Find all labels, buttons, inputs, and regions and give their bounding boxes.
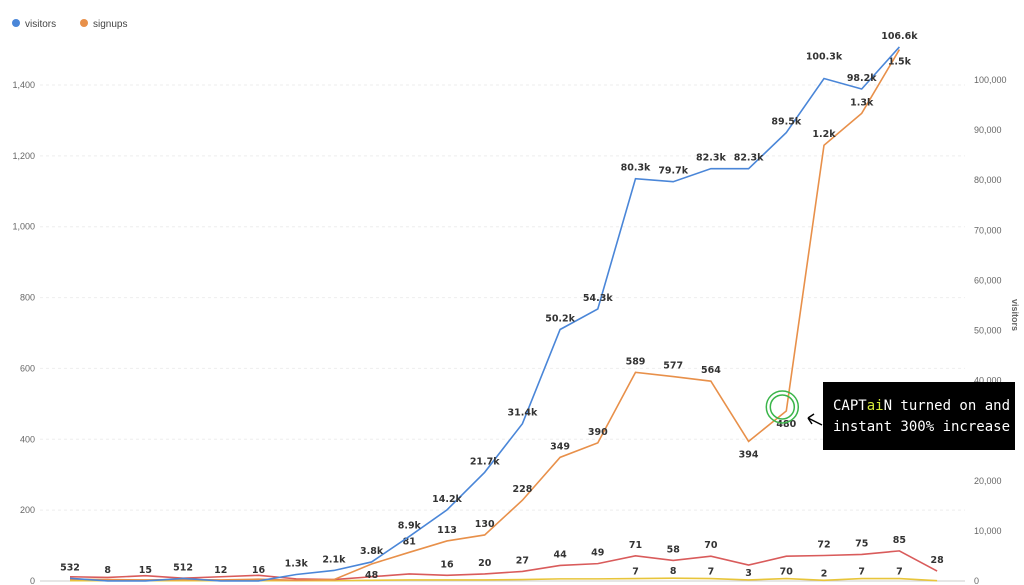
legend-label: visitors [25,19,56,30]
left-tick-label: 600 [20,363,35,373]
left-tick-label: 200 [20,505,35,515]
data-label: 14.2k [432,494,462,505]
data-label: 7 [896,567,903,578]
highlight-circle [765,390,800,424]
series-line [69,49,901,582]
annotation-highlight: ai [866,398,884,414]
left-tick-label: 1,000 [12,222,35,232]
annotation-text: N turned on and [883,398,1011,414]
data-label: 58 [667,544,681,555]
data-label: 12 [214,565,227,576]
data-label: 16 [440,559,454,570]
data-label: 512 [173,562,193,573]
left-tick-label: 1,400 [12,80,35,90]
data-label: 15 [139,565,152,576]
right-tick-label: 0 [974,576,979,585]
data-label: 480 [776,419,796,430]
data-label: 532 [60,562,80,573]
right-tick-label: 100,000 [974,75,1007,85]
data-label: 79.7k [658,166,688,177]
data-label: 85 [893,535,906,546]
series-line [69,550,938,581]
data-label: 89.5k [771,117,801,128]
data-label: 49 [591,548,604,559]
data-label: 1.2k [812,129,836,140]
data-label: 7 [632,567,639,578]
data-label: 21.7k [470,456,500,467]
right-axis-label: visitors [1010,299,1020,331]
data-label: 113 [437,525,457,536]
data-label: 1.5k [888,57,912,68]
right-tick-label: 40,000 [974,376,1002,386]
legend-label: signups [93,19,127,30]
right-tick-label: 20,000 [974,476,1002,486]
right-tick-label: 90,000 [974,125,1002,135]
data-label: 28 [930,555,944,566]
data-label: 130 [475,519,495,530]
left-tick-label: 0 [30,576,35,585]
arrow-icon [807,413,823,426]
data-label: 82.3k [734,153,764,164]
data-label: 75 [855,538,868,549]
data-label: 20 [478,558,492,569]
data-label: 72 [817,539,830,550]
data-label: 106.6k [881,31,918,42]
data-label: 50.2k [545,313,575,324]
data-label: 3 [745,568,752,579]
data-label: 2 [821,568,828,579]
left-tick-label: 1,200 [12,151,35,161]
data-label: 8 [104,565,111,576]
right-tick-label: 50,000 [974,326,1002,336]
highlight-circle [769,394,796,420]
right-tick-label: 70,000 [974,225,1002,235]
data-label: 8.9k [398,520,422,531]
data-label: 70 [704,540,718,551]
data-label: 589 [626,356,646,367]
annotation-text: instant 300% increase [833,419,1011,435]
right-tick-label: 80,000 [974,175,1002,185]
left-tick-label: 400 [20,434,35,444]
left-tick-label: 800 [20,293,35,303]
data-label: 3.8k [360,546,384,557]
data-label: 390 [588,427,608,438]
data-label: 27 [516,555,529,566]
data-label: 349 [550,441,570,452]
data-label: 81 [403,536,416,547]
data-label: 54.3k [583,293,613,304]
annotation-box: CAPTaiN turned on and instant 300% increa… [823,382,1015,450]
data-label: 7 [708,567,715,578]
data-label: 71 [629,540,642,551]
data-label: 8 [670,566,677,577]
data-label: 70 [780,567,794,578]
data-label: 44 [553,549,567,560]
annotation-text: CAPT [833,398,867,414]
data-label: 100.3k [806,51,843,62]
data-label: 2.1k [322,554,346,565]
data-label: 1.3k [285,558,309,569]
data-label: 31.4k [508,408,538,419]
data-label: 48 [365,570,379,581]
data-label: 564 [701,365,721,376]
data-label: 577 [663,361,683,372]
data-label: 16 [252,565,266,576]
series-line [69,46,900,582]
legend-marker [12,19,20,27]
data-label: 394 [739,449,759,460]
data-label: 1.3k [850,97,874,108]
data-label: 228 [512,484,532,495]
right-tick-label: 60,000 [974,275,1002,285]
data-label: 82.3k [696,153,726,164]
data-label: 98.2k [847,73,877,84]
right-tick-label: 10,000 [974,526,1002,536]
data-label: 7 [858,567,865,578]
data-label: 80.3k [621,163,651,174]
legend-marker [80,19,88,27]
